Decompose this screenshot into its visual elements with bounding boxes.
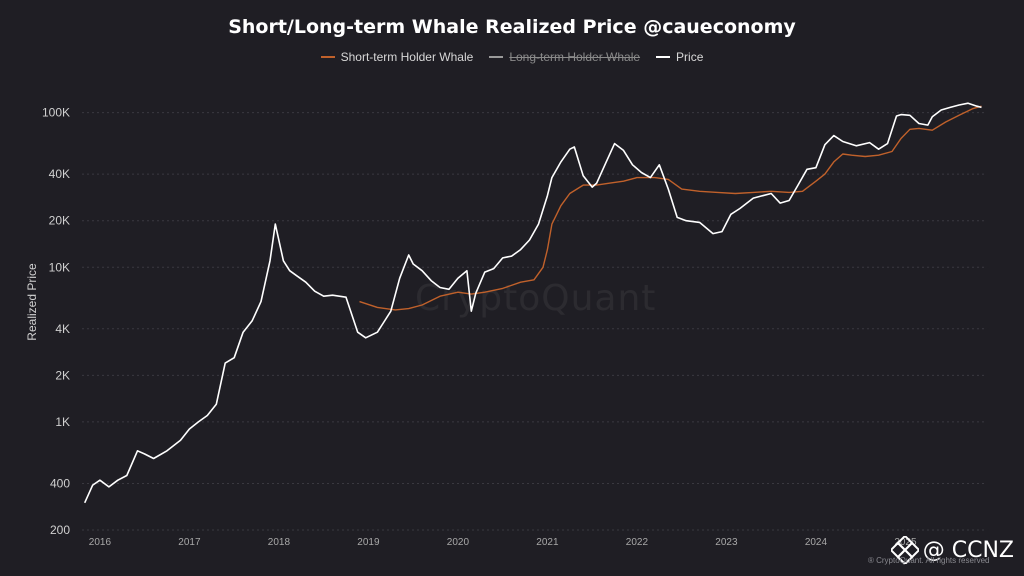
legend-swatch-long-term: [489, 56, 504, 58]
y-tick-label: 10K: [49, 260, 70, 274]
series-line-short-term-holder-whale: [359, 105, 982, 311]
x-tick-label: 2024: [805, 537, 828, 548]
legend-item-long-term[interactable]: Long-term Holder Whale: [489, 50, 640, 64]
grid-layer: [82, 112, 986, 531]
x-tick-label: 2021: [536, 537, 559, 548]
x-axis-ticks: 2016 2017 2018 2019 2020 2021 2022 2023 2024 2025: [89, 537, 917, 548]
chart-title: Short/Long-term Whale Realized Price @ca…: [228, 16, 796, 38]
x-tick-label: 2022: [626, 537, 649, 548]
x-tick-label: 2019: [357, 537, 380, 548]
legend-label-price: Price: [676, 50, 704, 64]
x-tick-label: 2016: [89, 537, 112, 548]
copyright-footnote: ® CryptoQuant. All rights reserved: [868, 556, 990, 565]
legend-item-short-term[interactable]: Short-term Holder Whale: [320, 50, 474, 64]
legend-label-short-term: Short-term Holder Whale: [340, 50, 474, 64]
y-tick-label: 40K: [49, 167, 70, 181]
y-tick-label: 1K: [55, 415, 70, 429]
attribution-text: @ CCNZ: [922, 537, 1014, 563]
legend-item-price[interactable]: Price: [656, 50, 703, 64]
x-tick-label: 2018: [268, 537, 291, 548]
x-tick-label: 2023: [715, 537, 738, 548]
legend-swatch-short-term: [320, 56, 335, 58]
x-tick-label: 2025: [894, 537, 917, 548]
attribution: @ CCNZ: [890, 536, 1014, 564]
y-tick-label: 200: [50, 523, 70, 537]
legend-label-long-term: Long-term Holder Whale: [509, 50, 641, 64]
y-axis-ticks: 200 400 1K 2K 4K 10K 20K 40K 100K: [42, 106, 70, 537]
x-tick-label: 2017: [178, 537, 201, 548]
x-tick-label: 2020: [447, 537, 470, 548]
y-tick-label: 4K: [55, 322, 70, 336]
series-layer: [83, 102, 982, 504]
series-line-price: [83, 102, 982, 504]
y-axis-label: Realized Price: [25, 263, 39, 341]
legend: Short-term Holder Whale Long-term Holder…: [0, 50, 1024, 64]
y-tick-label: 400: [50, 476, 70, 490]
watermark: CryptoQuant: [415, 278, 657, 319]
y-tick-label: 2K: [55, 368, 70, 382]
ccnz-logo-icon: [890, 536, 919, 564]
legend-swatch-price: [656, 56, 671, 58]
y-tick-label: 100K: [42, 106, 70, 120]
y-tick-label: 20K: [49, 214, 70, 228]
